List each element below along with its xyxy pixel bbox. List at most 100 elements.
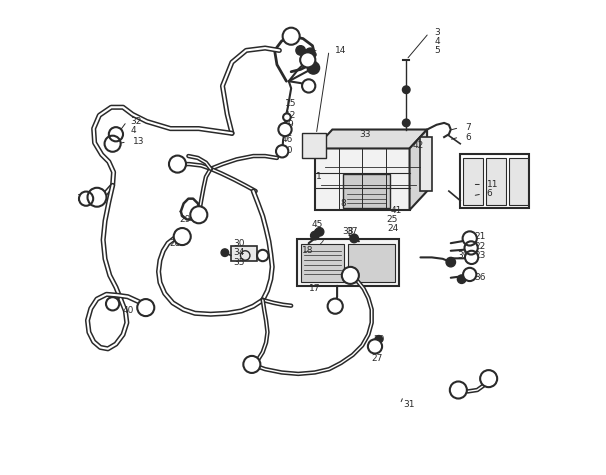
Circle shape — [169, 156, 186, 172]
Circle shape — [315, 228, 324, 236]
Text: 37: 37 — [347, 228, 358, 237]
Text: 36: 36 — [474, 273, 486, 282]
Circle shape — [465, 251, 478, 264]
FancyBboxPatch shape — [231, 246, 257, 261]
Circle shape — [244, 356, 261, 373]
Text: 29: 29 — [179, 215, 190, 224]
Circle shape — [462, 231, 477, 246]
Circle shape — [257, 250, 268, 261]
Circle shape — [368, 339, 382, 353]
Text: 16: 16 — [307, 61, 318, 70]
Circle shape — [278, 123, 291, 136]
Text: 1: 1 — [316, 172, 322, 181]
Circle shape — [480, 370, 497, 387]
Text: 19: 19 — [76, 194, 88, 203]
Text: 22: 22 — [474, 241, 485, 250]
Text: 25: 25 — [386, 215, 398, 224]
Text: 8: 8 — [340, 199, 345, 208]
Circle shape — [105, 136, 121, 152]
FancyBboxPatch shape — [348, 244, 395, 283]
Circle shape — [79, 191, 93, 206]
Text: 24: 24 — [387, 225, 399, 234]
Circle shape — [480, 370, 497, 387]
FancyBboxPatch shape — [508, 158, 528, 205]
Circle shape — [462, 231, 477, 246]
Text: 34: 34 — [233, 248, 244, 257]
Text: 35: 35 — [233, 257, 244, 266]
Circle shape — [402, 86, 410, 94]
Text: 6: 6 — [465, 133, 471, 142]
FancyBboxPatch shape — [486, 158, 505, 205]
Circle shape — [328, 299, 343, 314]
Text: 27: 27 — [371, 354, 383, 363]
Circle shape — [109, 127, 123, 142]
Circle shape — [463, 268, 476, 281]
Circle shape — [300, 52, 315, 67]
Circle shape — [106, 297, 119, 311]
Text: 12: 12 — [285, 111, 296, 120]
Circle shape — [169, 156, 186, 172]
Circle shape — [446, 257, 456, 267]
Circle shape — [109, 127, 123, 142]
Circle shape — [221, 249, 228, 256]
Circle shape — [105, 136, 121, 152]
Text: 43: 43 — [330, 303, 342, 312]
Text: 26: 26 — [371, 344, 383, 353]
Text: 14: 14 — [335, 46, 347, 55]
Circle shape — [87, 188, 107, 207]
Circle shape — [190, 206, 207, 223]
FancyBboxPatch shape — [301, 244, 344, 283]
Text: 15: 15 — [285, 99, 296, 108]
Circle shape — [174, 228, 191, 245]
Text: 45: 45 — [311, 220, 323, 229]
Circle shape — [79, 191, 93, 206]
Text: 44: 44 — [311, 229, 323, 238]
Circle shape — [328, 299, 343, 314]
Text: 42: 42 — [413, 141, 424, 150]
Circle shape — [302, 79, 315, 93]
Circle shape — [257, 250, 268, 261]
Circle shape — [106, 297, 119, 311]
Circle shape — [450, 381, 467, 399]
Circle shape — [463, 268, 476, 281]
Circle shape — [311, 231, 319, 240]
Text: 32: 32 — [130, 117, 142, 126]
Text: 10: 10 — [282, 146, 293, 155]
Text: 2: 2 — [318, 238, 324, 247]
Circle shape — [283, 114, 291, 121]
Text: 30: 30 — [233, 238, 244, 247]
Circle shape — [282, 28, 300, 45]
Circle shape — [87, 188, 107, 207]
Circle shape — [276, 145, 288, 157]
Text: 9: 9 — [288, 120, 293, 129]
FancyBboxPatch shape — [302, 133, 326, 158]
Text: 18: 18 — [302, 246, 313, 255]
Circle shape — [305, 48, 315, 57]
FancyBboxPatch shape — [298, 239, 399, 286]
Text: 6: 6 — [487, 190, 493, 199]
Text: 5: 5 — [435, 46, 441, 55]
Polygon shape — [315, 130, 427, 149]
Text: 13: 13 — [133, 137, 145, 146]
Circle shape — [350, 234, 358, 243]
Circle shape — [458, 275, 466, 284]
FancyBboxPatch shape — [463, 158, 483, 205]
Circle shape — [450, 381, 467, 399]
Circle shape — [465, 241, 478, 255]
Text: 46: 46 — [307, 50, 318, 59]
Circle shape — [465, 251, 478, 264]
Text: 11: 11 — [487, 180, 498, 189]
Circle shape — [402, 119, 410, 127]
Text: 21: 21 — [474, 232, 486, 241]
FancyBboxPatch shape — [460, 154, 529, 208]
Circle shape — [342, 267, 359, 284]
Circle shape — [137, 299, 155, 316]
Polygon shape — [410, 130, 427, 210]
Polygon shape — [315, 149, 410, 210]
Circle shape — [342, 267, 359, 284]
Circle shape — [302, 79, 315, 93]
Text: 20: 20 — [373, 335, 384, 344]
Text: 17: 17 — [308, 284, 320, 293]
Polygon shape — [421, 137, 432, 191]
Circle shape — [300, 52, 315, 67]
